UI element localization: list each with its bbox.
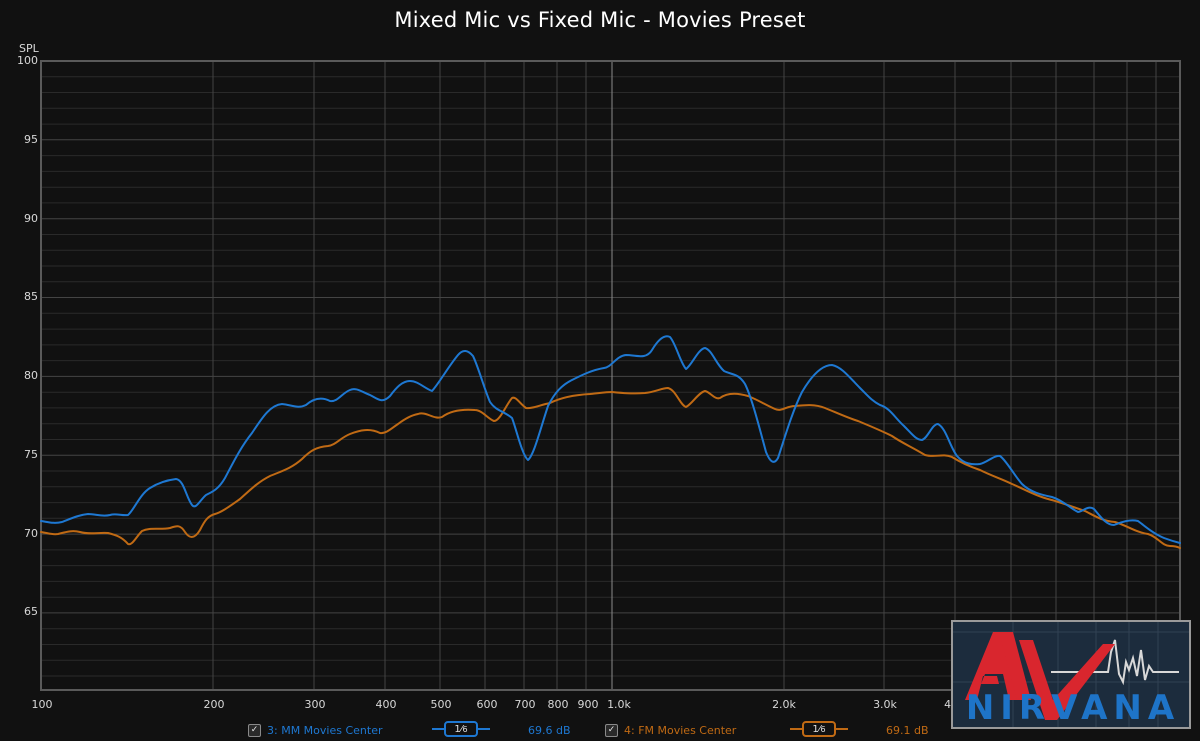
logo-nirvana-text: NIRVANA <box>966 688 1180 728</box>
y-tick: 80 <box>24 369 38 382</box>
waveform-icon <box>1051 639 1179 686</box>
logo-letter-a-inner <box>999 632 1031 700</box>
x-tick: 600 <box>476 698 498 711</box>
y-tick: 95 <box>24 133 38 146</box>
x-tick: 800 <box>547 698 569 711</box>
y-axis-label: SPL <box>19 42 39 55</box>
legend-item-fm: ✓ 4: FM Movies Center <box>605 721 736 739</box>
x-tick: 2.0k <box>772 698 796 711</box>
y-tick: 90 <box>24 212 38 225</box>
mm-series-label[interactable]: 3: MM Movies Center <box>267 723 383 737</box>
x-tick: 500 <box>430 698 452 711</box>
y-tick: 70 <box>24 527 38 540</box>
mm-level-value: 69.6 dB <box>528 723 571 737</box>
x-tick: 700 <box>514 698 536 711</box>
x-tick: 100 <box>31 698 53 711</box>
mm-smoothing-badge[interactable]: 1 ⁄ 6 <box>444 721 478 737</box>
x-tick: 200 <box>203 698 225 711</box>
fm-series-label[interactable]: 4: FM Movies Center <box>624 723 737 737</box>
y-tick: 100 <box>17 54 38 67</box>
fm-visibility-checkbox[interactable]: ✓ <box>605 723 618 737</box>
logo-letter-v <box>1019 640 1115 720</box>
x-tick: 1.0k <box>607 698 631 711</box>
x-tick: 300 <box>304 698 326 711</box>
y-tick: 85 <box>24 290 38 303</box>
x-tick: 3.0k <box>873 698 897 711</box>
plot-frame <box>40 60 1181 691</box>
x-tick: 900 <box>577 698 599 711</box>
mm-movies-center-curve <box>40 335 1181 544</box>
fm-level-value: 69.1 dB <box>886 723 929 737</box>
mm-visibility-checkbox[interactable]: ✓ <box>248 723 261 737</box>
y-tick: 65 <box>24 605 38 618</box>
av-nirvana-logo: NIRVANA <box>951 620 1191 729</box>
mm-smoothing-control[interactable]: 1 ⁄ 6 <box>432 721 490 737</box>
legend-item-mm: ✓ 3: MM Movies Center <box>248 721 382 739</box>
y-tick: 75 <box>24 448 38 461</box>
fm-smoothing-control[interactable]: 1 ⁄ 6 <box>790 721 848 737</box>
vertical-gridlines <box>212 61 1157 690</box>
fm-smoothing-badge[interactable]: 1 ⁄ 6 <box>802 721 836 737</box>
major-gridlines <box>41 139 1180 614</box>
x-tick: 400 <box>375 698 397 711</box>
chart-title: Mixed Mic vs Fixed Mic - Movies Preset <box>394 8 806 32</box>
